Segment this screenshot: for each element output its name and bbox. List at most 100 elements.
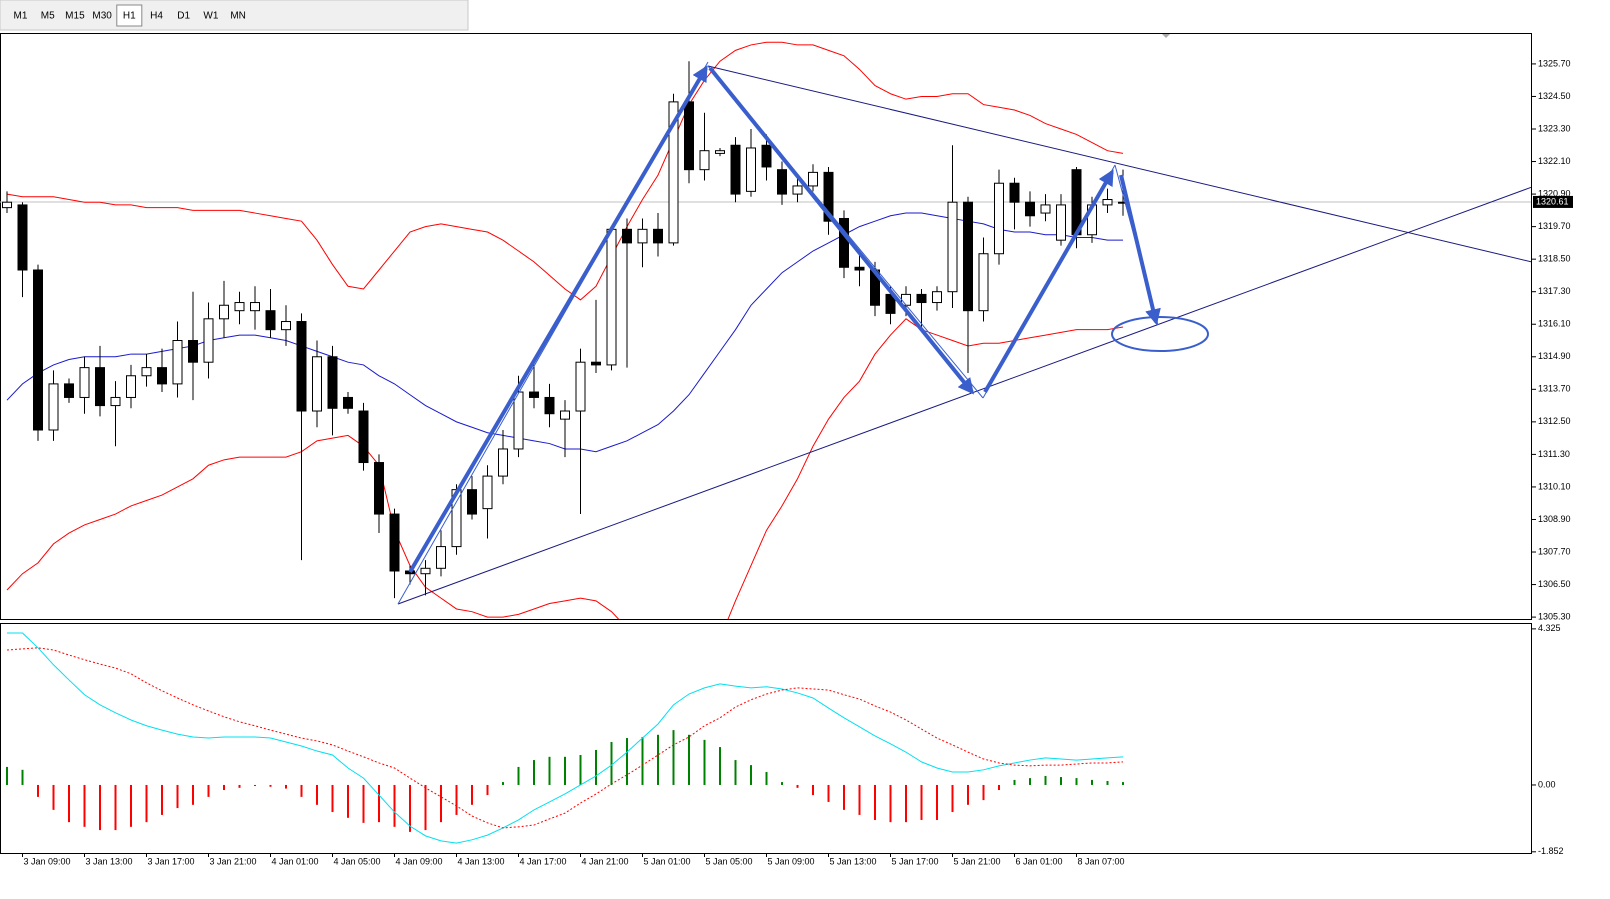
- candle-body: [250, 302, 260, 312]
- candle-body: [420, 567, 431, 575]
- x-tick-label: 5 Jan 05:00: [706, 856, 753, 866]
- candle-body: [17, 204, 28, 271]
- x-tick-label: 3 Jan 17:00: [148, 856, 195, 866]
- candle-body: [730, 144, 741, 195]
- annotations: [397, 61, 1531, 605]
- trendline: [397, 186, 1531, 605]
- candle-body: [1025, 201, 1035, 217]
- y-tick-label: 1318.50: [1538, 254, 1571, 264]
- timeframe-button[interactable]: MN: [230, 11, 246, 22]
- x-tick-label: 3 Jan 21:00: [210, 856, 257, 866]
- candle-body: [389, 513, 400, 572]
- indicator-line: [7, 632, 1124, 844]
- candle-body: [994, 182, 1004, 255]
- candle-body: [885, 293, 896, 314]
- selected-button: [116, 4, 143, 27]
- candle-body: [33, 269, 43, 431]
- candle-body: [1056, 204, 1066, 241]
- x-tick-label: 5 Jan 21:00: [954, 856, 1001, 866]
- arrow: [983, 169, 1114, 393]
- candle-body: [126, 375, 136, 398]
- candle-body: [343, 396, 353, 409]
- candle-body: [606, 228, 617, 366]
- x-tick-label: 5 Jan 09:00: [768, 856, 815, 866]
- target-ellipse: [1111, 316, 1209, 352]
- candle-body: [947, 201, 958, 293]
- candle-body: [498, 448, 508, 477]
- y-tick-label: 1311.30: [1538, 449, 1570, 459]
- x-tick-label: 3 Jan 09:00: [24, 856, 71, 866]
- candle-body: [544, 396, 555, 415]
- price-panel: [0, 33, 1532, 620]
- x-tick-label: 4 Jan 05:00: [334, 856, 381, 866]
- timeframe-button[interactable]: H4: [150, 11, 163, 22]
- arrow: [708, 66, 975, 395]
- candle-body: [48, 383, 59, 431]
- candle-body: [436, 546, 446, 569]
- candle-body: [281, 321, 291, 331]
- y-tick-label: 1316.10: [1538, 319, 1571, 329]
- y-tick-label: 1307.70: [1538, 546, 1571, 556]
- y-tick-label: 1314.90: [1538, 351, 1571, 361]
- macd-plot: [6, 632, 1124, 844]
- y-tick-label: 1325.70: [1538, 58, 1571, 68]
- candle-body: [668, 101, 679, 244]
- candle-body: [95, 367, 105, 407]
- last-price-box: [1533, 195, 1573, 208]
- y-tick-label: 4.325: [1538, 623, 1561, 633]
- candle-body: [978, 253, 989, 312]
- timeframe-button[interactable]: M15: [65, 11, 85, 22]
- candle-body: [932, 291, 942, 304]
- timeframe-button[interactable]: W1: [203, 11, 218, 22]
- x-tick-label: 5 Jan 01:00: [644, 856, 691, 866]
- candle-body: [312, 356, 322, 412]
- timeframe-bar: M1 M5 M15 M30 H1 H4 D1 W1 MN: [14, 4, 246, 27]
- timeframe-button[interactable]: M5: [41, 11, 55, 22]
- candle-body: [1009, 182, 1020, 203]
- candle-body: [637, 228, 648, 244]
- candle-body: [2, 201, 12, 209]
- timeframe-button[interactable]: M1: [14, 11, 28, 22]
- arrow: [408, 65, 708, 574]
- x-tick-label: 6 Jan 01:00: [1016, 856, 1063, 866]
- candle-body: [234, 302, 245, 312]
- last-price-label: 1320.61: [1536, 196, 1569, 206]
- candle-body: [219, 304, 229, 320]
- x-tick-label: 5 Jan 17:00: [892, 856, 939, 866]
- candle-body: [699, 150, 710, 171]
- candle-body: [157, 367, 167, 385]
- candle-body: [792, 185, 803, 195]
- y-tick-label: 1306.50: [1538, 579, 1571, 589]
- candle-body: [141, 367, 152, 377]
- y-tick-label: 1312.50: [1538, 416, 1571, 426]
- candle-body: [575, 361, 586, 412]
- candle-body: [79, 367, 90, 398]
- candle-body: [529, 391, 539, 398]
- timeframe-button[interactable]: M30: [92, 11, 112, 22]
- candle-body: [777, 169, 787, 195]
- candle-body: [513, 391, 524, 450]
- y-tick-label: 1319.70: [1538, 221, 1571, 231]
- x-tick-label: 4 Jan 09:00: [396, 856, 443, 866]
- candle-body: [64, 383, 74, 398]
- y-tick-label: 1324.50: [1538, 91, 1571, 101]
- candle-body: [761, 144, 772, 168]
- x-tick-label: 3 Jan 13:00: [86, 856, 133, 866]
- y-tick-label: 1310.10: [1538, 481, 1571, 491]
- indicator-line: [6, 647, 1124, 829]
- toolbar: [0, 0, 469, 31]
- candle-body: [296, 321, 307, 412]
- indicator-line: [6, 41, 1124, 301]
- candle-body: [188, 340, 198, 363]
- candle-body: [684, 101, 694, 171]
- candle-body: [823, 171, 834, 222]
- indicator-line: [6, 318, 1124, 619]
- candle-body: [203, 318, 214, 363]
- timeframe-button[interactable]: D1: [177, 11, 190, 22]
- timeframe-button[interactable]: H1: [123, 11, 136, 22]
- y-tick-label: 1322.10: [1538, 156, 1571, 166]
- candle-body: [1102, 198, 1113, 206]
- candle-body: [110, 396, 121, 407]
- candle-body: [746, 147, 756, 192]
